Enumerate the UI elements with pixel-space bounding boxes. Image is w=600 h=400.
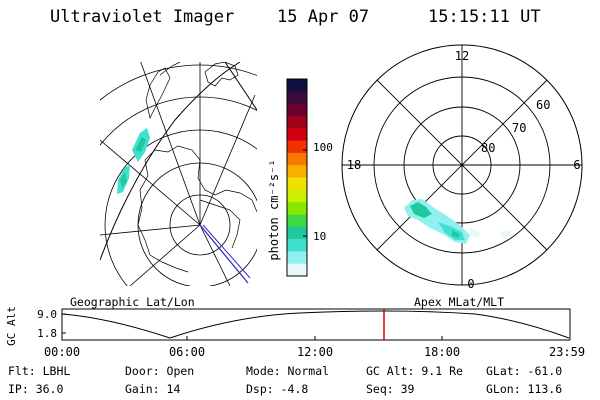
dsp-info: Dsp: -4.8	[246, 382, 309, 396]
mlat-label-70: 70	[512, 121, 526, 135]
colorbar-segment	[287, 214, 307, 228]
timeline-ylabel: GC Alt	[5, 306, 18, 346]
glat-info: GLat: -61.0	[486, 364, 563, 378]
colorbar-segment	[287, 251, 307, 265]
subsatellite-track-2	[202, 224, 251, 279]
colorbar-segment	[287, 140, 307, 154]
timeline-xtick-4: 23:59	[549, 345, 585, 359]
timeline-ytick-low: 1.8	[37, 327, 57, 340]
mlt-label-6: 6	[573, 158, 580, 172]
subsatellite-track	[199, 224, 249, 284]
colorbar-segment	[287, 263, 307, 277]
altitude-curve	[61, 310, 570, 339]
magnetic-map-label: Apex MLat/MLT	[414, 295, 505, 309]
colorbar-segment	[287, 165, 307, 178]
colorbar-frame	[286, 78, 308, 277]
ip-info: IP: 36.0	[8, 382, 64, 396]
timeline-xtick-2: 12:00	[297, 345, 333, 359]
mlt-label-18: 18	[347, 158, 361, 172]
timeline-xtick-0: 00:00	[44, 345, 80, 359]
mlt-label-0: 0	[467, 277, 474, 291]
mlat-label-60: 60	[536, 98, 550, 112]
date-label: 15 Apr 07	[277, 7, 370, 27]
colorbar-segment	[287, 103, 307, 117]
colorbar-segment	[287, 79, 307, 92]
colorbar-title: photon cm⁻²s⁻¹	[267, 159, 281, 260]
colorbar-segment	[287, 115, 307, 129]
colorbar-segment	[287, 202, 307, 215]
aurora-map	[117, 128, 150, 194]
mlt-label-12: 12	[455, 49, 469, 63]
colorbar-segment	[287, 152, 307, 166]
polar-plot	[341, 44, 583, 286]
colorbar-segment	[287, 177, 307, 191]
aurora-polar	[404, 199, 512, 244]
time-label: 15:15:11 UT	[428, 7, 541, 27]
timeline-ytick-high: 9.0	[37, 308, 57, 321]
colorbar-label-10: 10	[313, 230, 326, 243]
glon-info: GLon: 113.6	[486, 382, 563, 396]
colorbar-segment	[287, 128, 307, 142]
gain-info: Gain: 14	[125, 382, 181, 396]
door-info: Door: Open	[125, 364, 195, 378]
geographic-map	[100, 62, 257, 286]
timeline-xtick-3: 18:00	[424, 345, 460, 359]
instrument-title: Ultraviolet Imager	[50, 7, 235, 27]
seq-info: Seq: 39	[366, 382, 415, 396]
colorbar-label-100: 100	[313, 141, 333, 154]
colorbar-segment	[287, 226, 307, 240]
geographic-map-label: Geographic Lat/Lon	[70, 295, 195, 309]
mlat-label-80: 80	[481, 141, 495, 155]
colorbar-segment	[287, 239, 307, 252]
mode-info: Mode: Normal	[246, 364, 330, 378]
altitude-timeline-frame	[61, 308, 571, 341]
colorbar	[287, 79, 307, 277]
colorbar-segment	[287, 91, 307, 105]
gc-alt-info: GC Alt: 9.1 Re	[366, 364, 463, 378]
timeline-xtick-1: 06:00	[169, 345, 205, 359]
filter-info: Flt: LBHL	[8, 364, 71, 378]
colorbar-segment	[287, 189, 307, 203]
